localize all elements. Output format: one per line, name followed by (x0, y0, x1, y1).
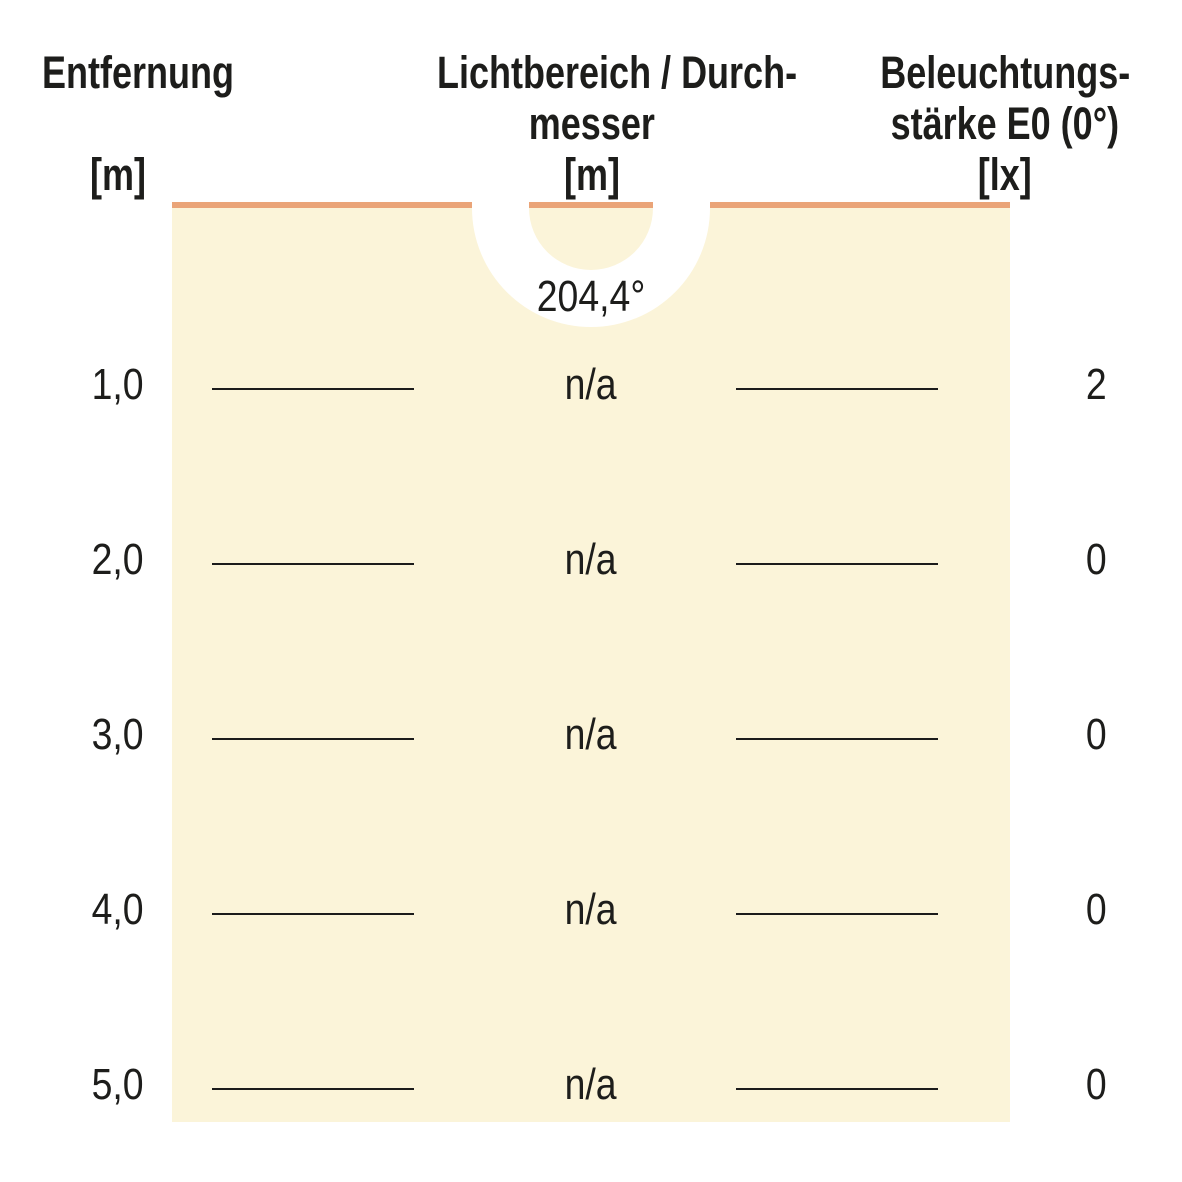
distance-value: 5,0 (91, 1060, 144, 1109)
leader-line-left (212, 1088, 414, 1090)
header-distance-unit: [m] (89, 149, 146, 200)
table-row-1m: 1,0 n/a 2 (0, 355, 1182, 415)
header-diameter-column: Lichtbereich / Durch- messer [m] (392, 47, 798, 200)
illuminance-value: 2 (1085, 360, 1107, 409)
header-illuminance-title-line2: stärke E0 (0°) (890, 98, 1120, 149)
illuminance-value: 0 (1085, 710, 1107, 759)
leader-line-left (212, 913, 414, 915)
header-distance-column: Entfernung [m] (18, 47, 234, 200)
diameter-value: n/a (564, 360, 617, 409)
leader-line-right (736, 388, 938, 390)
diameter-value: n/a (564, 710, 617, 759)
table-row-3m: 3,0 n/a 0 (0, 705, 1182, 765)
illuminance-value: 0 (1085, 535, 1107, 584)
header-diameter-title-line2: messer (528, 98, 656, 149)
leader-line-right (736, 563, 938, 565)
table-row-4m: 4,0 n/a 0 (0, 880, 1182, 940)
leader-line-left (212, 738, 414, 740)
table-row-5m: 5,0 n/a 0 (0, 1055, 1182, 1115)
leader-line-right (736, 738, 938, 740)
leader-line-left (212, 388, 414, 390)
leader-line-right (736, 913, 938, 915)
distance-value: 3,0 (91, 710, 144, 759)
beam-angle-label: 204,4° (536, 272, 646, 321)
illuminance-value: 0 (1085, 1060, 1107, 1109)
illuminance-value: 0 (1085, 885, 1107, 934)
header-illuminance-column: Beleuchtungs- stärke E0 (0°) [lx] (805, 47, 1182, 200)
diameter-value: n/a (564, 535, 617, 584)
leader-line-left (212, 563, 414, 565)
light-cone-area: 204,4° (172, 202, 1010, 1122)
header-illuminance-title-line1: Beleuchtungs- (879, 47, 1131, 98)
distance-value: 1,0 (91, 360, 144, 409)
table-row-2m: 2,0 n/a 0 (0, 530, 1182, 590)
header-distance-title: Entfernung (41, 47, 234, 98)
header-illuminance-unit: [lx] (978, 149, 1032, 200)
header-distance-spacer (18, 98, 218, 149)
distance-value: 4,0 (91, 885, 144, 934)
header-diameter-unit: [m] (563, 149, 620, 200)
header-diameter-title-line1: Lichtbereich / Durch- (437, 47, 798, 98)
distance-value: 2,0 (91, 535, 144, 584)
leader-line-right (736, 1088, 938, 1090)
diameter-value: n/a (564, 885, 617, 934)
diameter-value: n/a (564, 1060, 617, 1109)
